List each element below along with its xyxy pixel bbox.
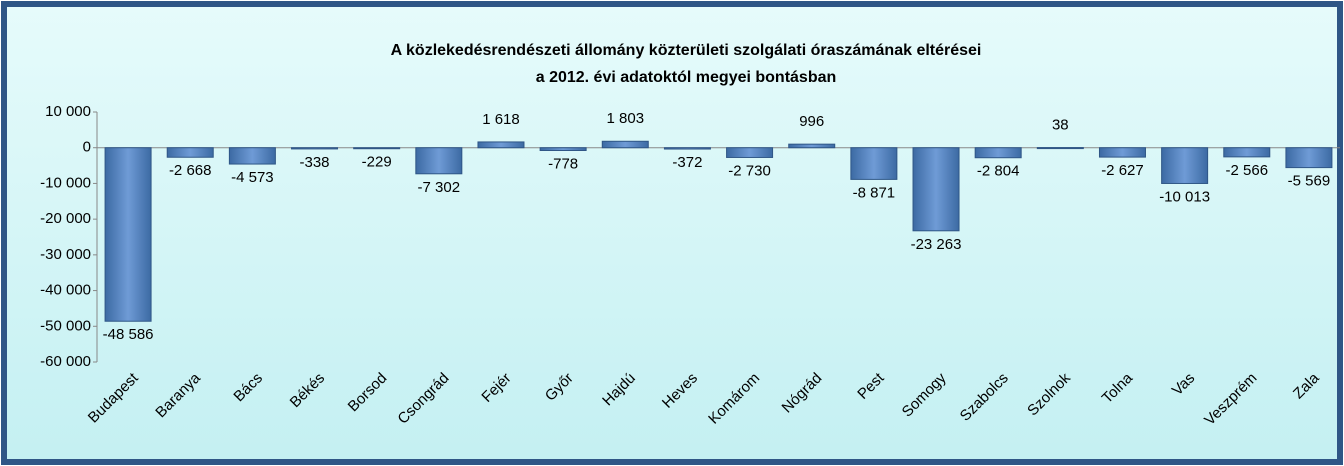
bar: [788, 143, 836, 149]
data-label: -48 586: [103, 326, 154, 343]
bar: [228, 147, 276, 165]
data-label: -2 730: [728, 162, 771, 179]
data-label: -338: [300, 154, 330, 171]
data-label: -2 804: [977, 163, 1020, 180]
bar: [1285, 147, 1333, 169]
data-label: 38: [1052, 117, 1069, 134]
bar: [291, 147, 339, 150]
data-label: -5 569: [1288, 173, 1331, 190]
y-tick-label: -30 000: [40, 246, 91, 263]
y-tick-label: 10 000: [45, 103, 91, 120]
bar: [974, 147, 1022, 159]
bar: [353, 147, 401, 150]
bar: [415, 147, 463, 175]
data-label: -2 668: [169, 162, 212, 179]
data-label: 1 618: [482, 111, 520, 128]
bar: [850, 147, 898, 180]
bar: [1098, 147, 1146, 158]
data-label: -372: [672, 154, 702, 171]
bar: [477, 141, 525, 149]
data-label: -2 627: [1101, 162, 1144, 179]
data-label: -10 013: [1159, 188, 1210, 205]
bar: [663, 147, 711, 150]
bar: [912, 147, 960, 232]
data-label: -8 871: [853, 184, 896, 201]
bar: [1036, 147, 1084, 150]
chart-title: a 2012. évi adatoktól megyei bontásban: [536, 69, 837, 86]
data-label: -778: [548, 155, 578, 172]
data-label: -2 566: [1226, 162, 1269, 179]
bar: [104, 147, 152, 322]
bar: [539, 147, 587, 151]
data-label: 1 803: [607, 110, 645, 127]
data-label: -229: [362, 154, 392, 171]
bar: [726, 147, 774, 158]
y-tick-label: -40 000: [40, 282, 91, 299]
y-tick-label: -60 000: [40, 353, 91, 370]
y-tick-label: 0: [83, 139, 91, 156]
bar: [601, 140, 649, 149]
data-label: -23 263: [911, 236, 962, 253]
data-label: -7 302: [418, 179, 461, 196]
data-label: -4 573: [231, 169, 274, 186]
y-tick-label: -50 000: [40, 317, 91, 334]
y-tick-label: -20 000: [40, 210, 91, 227]
chart-title: A közlekedésrendészeti állomány közterül…: [391, 42, 982, 59]
bar: [1223, 147, 1271, 158]
bar: [1161, 147, 1209, 184]
bar: [166, 147, 214, 158]
data-label: 996: [799, 113, 824, 130]
y-tick-label: -10 000: [40, 174, 91, 191]
